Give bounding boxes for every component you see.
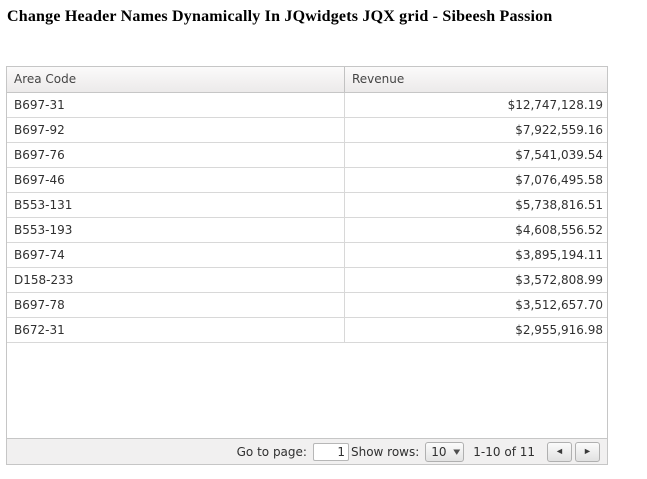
- revenue-cell[interactable]: $4,608,556.52: [515, 223, 603, 237]
- table-row[interactable]: B697-78 $3,512,657.70: [7, 293, 607, 318]
- jqx-grid: Area Code Revenue B697-31 $12,747,128.19…: [6, 66, 608, 465]
- arrow-right-icon: ►: [583, 446, 592, 456]
- area-code-cell[interactable]: B697-46: [7, 168, 345, 192]
- column-header-revenue[interactable]: Revenue: [352, 72, 405, 86]
- chevron-down-icon: ▼: [453, 447, 461, 456]
- area-code-cell[interactable]: B697-76: [7, 143, 345, 167]
- area-code-cell[interactable]: D158-233: [7, 268, 345, 292]
- page-number-input[interactable]: [312, 442, 349, 461]
- previous-page-button[interactable]: ◄: [547, 441, 572, 462]
- revenue-cell[interactable]: $3,512,657.70: [515, 298, 603, 312]
- area-code-cell[interactable]: B697-78: [7, 293, 345, 317]
- revenue-cell[interactable]: $3,895,194.11: [515, 248, 603, 262]
- rows-per-page-value: 10: [431, 444, 447, 459]
- table-row[interactable]: B697-31 $12,747,128.19: [7, 93, 607, 118]
- revenue-cell[interactable]: $7,541,039.54: [515, 148, 603, 162]
- rows-per-page-dropdown[interactable]: 10 ▼: [425, 441, 465, 462]
- table-row[interactable]: B672-31 $2,955,916.98: [7, 318, 607, 343]
- grid-pager: Go to page: Show rows: 10 ▼ 1-10 of 11 ◄…: [7, 438, 607, 464]
- area-code-cell[interactable]: B697-31: [7, 93, 345, 117]
- column-header-area-code[interactable]: Area Code: [7, 67, 345, 92]
- revenue-cell[interactable]: $2,955,916.98: [515, 323, 603, 337]
- area-code-cell[interactable]: B697-74: [7, 243, 345, 267]
- revenue-cell[interactable]: $7,922,559.16: [515, 123, 603, 137]
- page-range-label: 1-10 of 11: [473, 444, 535, 459]
- arrow-left-icon: ◄: [555, 446, 564, 456]
- page-title: Change Header Names Dynamically In JQwid…: [7, 8, 553, 25]
- revenue-cell[interactable]: $7,076,495.58: [515, 173, 603, 187]
- revenue-cell[interactable]: $3,572,808.99: [515, 273, 603, 287]
- table-row[interactable]: B553-193 $4,608,556.52: [7, 218, 607, 243]
- next-page-button[interactable]: ►: [575, 441, 600, 462]
- grid-empty-area: [7, 343, 607, 438]
- table-row[interactable]: B697-76 $7,541,039.54: [7, 143, 607, 168]
- area-code-cell[interactable]: B553-193: [7, 218, 345, 242]
- table-row[interactable]: B697-46 $7,076,495.58: [7, 168, 607, 193]
- table-row[interactable]: B697-92 $7,922,559.16: [7, 118, 607, 143]
- table-row[interactable]: B553-131 $5,738,816.51: [7, 193, 607, 218]
- area-code-cell[interactable]: B672-31: [7, 318, 345, 342]
- grid-rows: B697-31 $12,747,128.19 B697-92 $7,922,55…: [7, 93, 607, 343]
- revenue-cell[interactable]: $5,738,816.51: [515, 198, 603, 212]
- grid-header: Area Code Revenue: [7, 67, 607, 93]
- area-code-cell[interactable]: B553-131: [7, 193, 345, 217]
- table-row[interactable]: D158-233 $3,572,808.99: [7, 268, 607, 293]
- table-row[interactable]: B697-74 $3,895,194.11: [7, 243, 607, 268]
- area-code-cell[interactable]: B697-92: [7, 118, 345, 142]
- show-rows-label: Show rows:: [350, 444, 420, 459]
- revenue-cell[interactable]: $12,747,128.19: [507, 98, 603, 112]
- go-to-page-label: Go to page:: [236, 444, 307, 459]
